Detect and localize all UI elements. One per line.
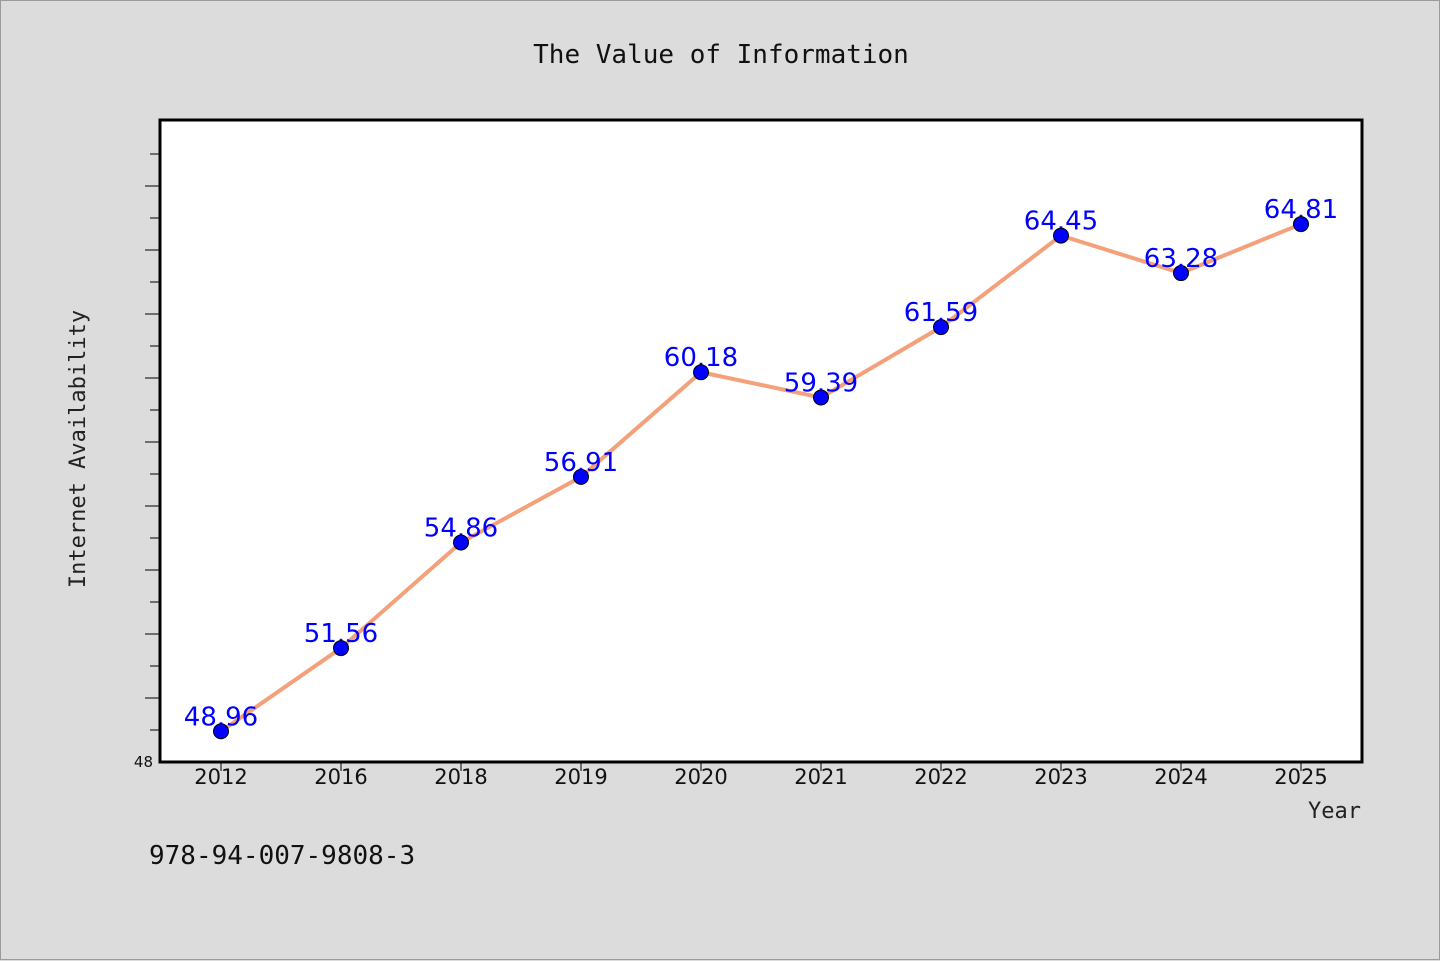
- chart-title: The Value of Information: [533, 40, 909, 70]
- data-point: [1173, 265, 1189, 282]
- x-axis-label: Year: [1308, 799, 1361, 824]
- data-point: [1293, 216, 1309, 233]
- data-point: [1053, 227, 1069, 244]
- y-tick-label: 48: [134, 753, 153, 771]
- data-point: [933, 319, 949, 336]
- x-tick-label: 2025: [1274, 765, 1327, 789]
- series-layer: 48.9651.5654.8656.9160.1859.3961.5964.45…: [184, 195, 1338, 740]
- x-tick-label: 2016: [314, 765, 367, 789]
- x-tick-label: 2024: [1154, 765, 1207, 789]
- data-point: [213, 723, 229, 740]
- x-tick-label: 2020: [674, 765, 727, 789]
- data-point: [693, 364, 709, 381]
- x-tick-label: 2021: [794, 765, 847, 789]
- x-tick-label: 2018: [434, 765, 487, 789]
- x-tick-label: 2019: [554, 765, 607, 789]
- data-point: [453, 534, 469, 551]
- plot-area: [158, 118, 1364, 764]
- x-axis-ticks: 2012 2016 2018 2019 2020 2021 2022 2023 2024 2025: [194, 762, 1328, 789]
- x-tick-label: 2012: [194, 765, 247, 789]
- footnote-isbn: 978-94-007-9808-3: [149, 841, 415, 871]
- x-tick-label: 2022: [914, 765, 967, 789]
- data-point: [333, 640, 349, 657]
- data-point: [573, 468, 589, 485]
- y-axis-label: Internet Availability: [66, 310, 91, 588]
- y-axis-ticks: [145, 153, 160, 731]
- x-tick-label: 2023: [1034, 765, 1087, 789]
- data-point: [813, 389, 829, 406]
- series-line: [219, 222, 1302, 733]
